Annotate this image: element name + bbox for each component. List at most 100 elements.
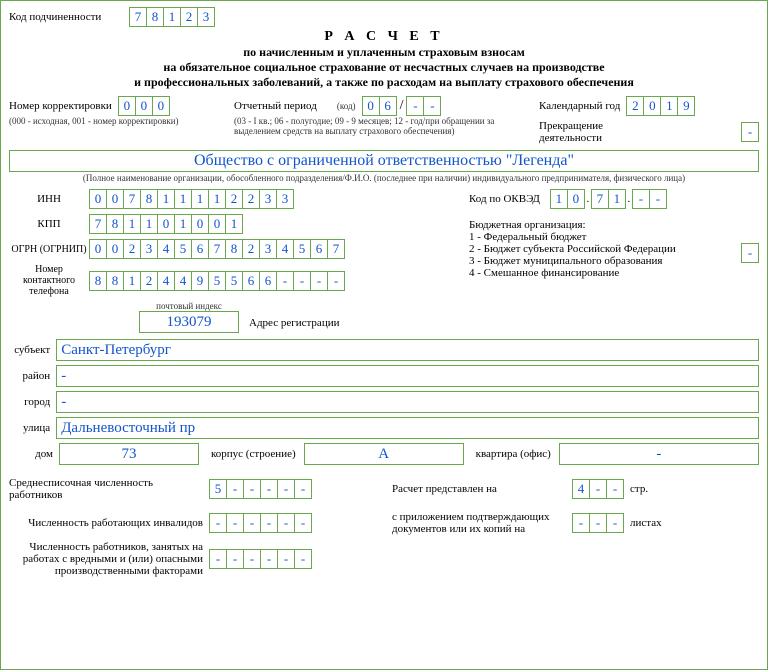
addr-corp-box[interactable]: А xyxy=(304,443,464,465)
kp-cell[interactable]: 8 xyxy=(146,7,164,27)
okved-cell[interactable]: - xyxy=(649,189,667,209)
phone-cell[interactable]: - xyxy=(310,271,328,291)
year-cell[interactable]: 0 xyxy=(643,96,661,116)
phone-cell[interactable]: 8 xyxy=(106,271,124,291)
avgcount-cell[interactable]: - xyxy=(260,479,278,499)
phone-cell[interactable]: 4 xyxy=(174,271,192,291)
avgcount-cell[interactable]: - xyxy=(243,479,261,499)
phone-cell[interactable]: 6 xyxy=(259,271,277,291)
phone-cell[interactable]: 6 xyxy=(242,271,260,291)
kp-cell[interactable]: 1 xyxy=(163,7,181,27)
invcount-cell[interactable]: - xyxy=(260,513,278,533)
kpp-cell[interactable]: 1 xyxy=(174,214,192,234)
invcount-cell[interactable]: - xyxy=(209,513,227,533)
corr-cell[interactable]: 0 xyxy=(135,96,153,116)
phone-cell[interactable]: 5 xyxy=(225,271,243,291)
postindex-box[interactable]: 193079 xyxy=(139,311,239,333)
okved-cell[interactable]: 1 xyxy=(550,189,568,209)
kpp-cell[interactable]: 0 xyxy=(157,214,175,234)
ogrn-cell[interactable]: 5 xyxy=(293,239,311,259)
budget-cell[interactable]: - xyxy=(741,243,759,263)
invcount-cell[interactable]: - xyxy=(243,513,261,533)
year-cell[interactable]: 9 xyxy=(677,96,695,116)
okved-cell[interactable]: 7 xyxy=(591,189,609,209)
corr-cell[interactable]: 0 xyxy=(118,96,136,116)
avgcount-cell[interactable]: - xyxy=(294,479,312,499)
inn-cell[interactable]: 0 xyxy=(106,189,124,209)
phone-cell[interactable]: 9 xyxy=(191,271,209,291)
phone-cell[interactable]: 5 xyxy=(208,271,226,291)
ogrn-cell[interactable]: 0 xyxy=(89,239,107,259)
inn-cell[interactable]: 7 xyxy=(123,189,141,209)
kpp-cell[interactable]: 1 xyxy=(225,214,243,234)
avgcount-cell[interactable]: 5 xyxy=(209,479,227,499)
phone-cell[interactable]: - xyxy=(327,271,345,291)
period-cell[interactable]: 6 xyxy=(379,96,397,116)
inn-cell[interactable]: 2 xyxy=(242,189,260,209)
inn-cell[interactable]: 1 xyxy=(157,189,175,209)
inn-cell[interactable]: 1 xyxy=(174,189,192,209)
addr-flat-box[interactable]: - xyxy=(559,443,759,465)
phone-cell[interactable]: 4 xyxy=(157,271,175,291)
harm-cell[interactable]: - xyxy=(226,549,244,569)
phone-cell[interactable]: - xyxy=(293,271,311,291)
ogrn-cell[interactable]: 8 xyxy=(225,239,243,259)
kpp-cell[interactable]: 1 xyxy=(123,214,141,234)
ogrn-cell[interactable]: 4 xyxy=(157,239,175,259)
addr-subject-box[interactable]: Санкт-Петербург xyxy=(56,339,759,361)
harm-cell[interactable]: - xyxy=(209,549,227,569)
kp-cell[interactable]: 7 xyxy=(129,7,147,27)
addr-city-box[interactable]: - xyxy=(56,391,759,413)
inn-cell[interactable]: 2 xyxy=(225,189,243,209)
ogrn-cell[interactable]: 3 xyxy=(140,239,158,259)
invcount-cell[interactable]: - xyxy=(294,513,312,533)
ogrn-cell[interactable]: 6 xyxy=(310,239,328,259)
year-cell[interactable]: 1 xyxy=(660,96,678,116)
period-reason-cell[interactable]: - xyxy=(406,96,424,116)
ogrn-cell[interactable]: 2 xyxy=(123,239,141,259)
harm-cell[interactable]: - xyxy=(243,549,261,569)
ogrn-cell[interactable]: 6 xyxy=(191,239,209,259)
phone-cell[interactable]: - xyxy=(276,271,294,291)
ogrn-cell[interactable]: 5 xyxy=(174,239,192,259)
attach-cell[interactable]: - xyxy=(589,513,607,533)
period-reason-cell[interactable]: - xyxy=(423,96,441,116)
kpp-cell[interactable]: 8 xyxy=(106,214,124,234)
phone-cell[interactable]: 1 xyxy=(123,271,141,291)
inn-cell[interactable]: 3 xyxy=(259,189,277,209)
ogrn-cell[interactable]: 0 xyxy=(106,239,124,259)
harm-cell[interactable]: - xyxy=(294,549,312,569)
harm-cell[interactable]: - xyxy=(277,549,295,569)
harm-cell[interactable]: - xyxy=(260,549,278,569)
attach-cell[interactable]: - xyxy=(606,513,624,533)
attach-cell[interactable]: - xyxy=(572,513,590,533)
invcount-cell[interactable]: - xyxy=(226,513,244,533)
inn-cell[interactable]: 1 xyxy=(191,189,209,209)
submitted-cell[interactable]: - xyxy=(606,479,624,499)
kpp-cell[interactable]: 7 xyxy=(89,214,107,234)
kpp-cell[interactable]: 0 xyxy=(208,214,226,234)
ogrn-cell[interactable]: 3 xyxy=(259,239,277,259)
inn-cell[interactable]: 3 xyxy=(276,189,294,209)
okved-cell[interactable]: - xyxy=(632,189,650,209)
phone-cell[interactable]: 2 xyxy=(140,271,158,291)
addr-rayon-box[interactable]: - xyxy=(56,365,759,387)
kpp-cell[interactable]: 0 xyxy=(191,214,209,234)
ogrn-cell[interactable]: 7 xyxy=(208,239,226,259)
kp-cell[interactable]: 2 xyxy=(180,7,198,27)
inn-cell[interactable]: 1 xyxy=(208,189,226,209)
invcount-cell[interactable]: - xyxy=(277,513,295,533)
avgcount-cell[interactable]: - xyxy=(226,479,244,499)
submitted-cell[interactable]: 4 xyxy=(572,479,590,499)
inn-cell[interactable]: 0 xyxy=(89,189,107,209)
avgcount-cell[interactable]: - xyxy=(277,479,295,499)
kp-cell[interactable]: 3 xyxy=(197,7,215,27)
inn-cell[interactable]: 8 xyxy=(140,189,158,209)
org-name-box[interactable]: Общество с ограниченной ответственностью… xyxy=(9,150,759,172)
ogrn-cell[interactable]: 2 xyxy=(242,239,260,259)
phone-cell[interactable]: 8 xyxy=(89,271,107,291)
ogrn-cell[interactable]: 7 xyxy=(327,239,345,259)
okved-cell[interactable]: 1 xyxy=(608,189,626,209)
ogrn-cell[interactable]: 4 xyxy=(276,239,294,259)
submitted-cell[interactable]: - xyxy=(589,479,607,499)
